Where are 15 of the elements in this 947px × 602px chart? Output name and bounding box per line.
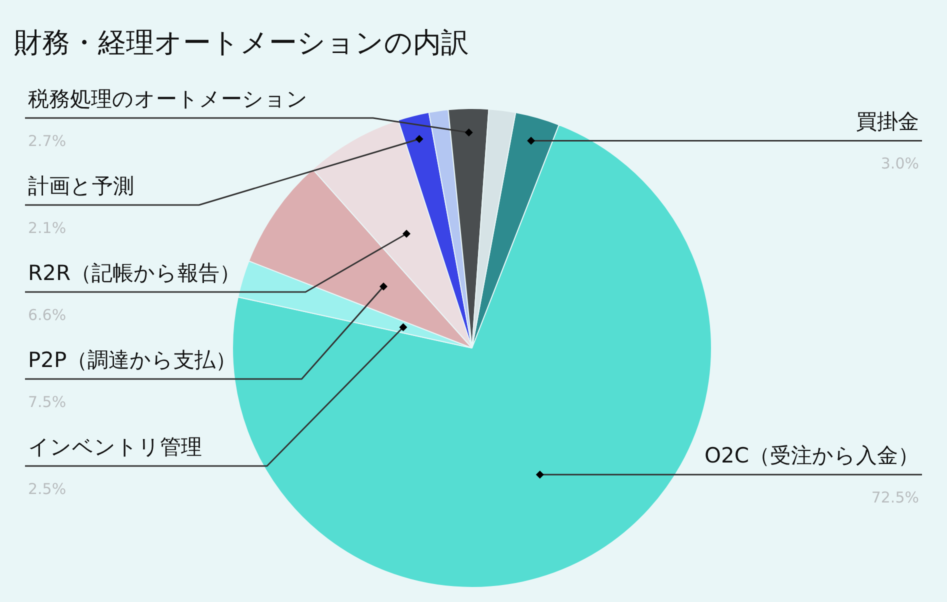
data-label: 7.5%	[28, 393, 66, 411]
slice-label: R2R（記帳から報告）	[28, 261, 241, 285]
data-label: 72.5%	[871, 488, 919, 507]
slice-label: 買掛金	[856, 110, 919, 134]
data-label: 3.0%	[880, 154, 919, 173]
slice-label: 計画と予測	[28, 174, 134, 198]
slice-label: インベントリ管理	[28, 435, 202, 459]
slice-label: O2C（受注から入金）	[704, 444, 919, 468]
slice-label: 税務処理のオートメーション	[28, 87, 308, 111]
data-label: 2.5%	[28, 480, 66, 498]
data-label: 2.1%	[28, 219, 66, 237]
slice-label: P2P（調達から支払）	[28, 348, 237, 372]
chart-title: 財務・経理オートメーションの内訳	[14, 26, 469, 59]
data-label: 2.7%	[28, 132, 66, 150]
data-label: 6.6%	[28, 306, 66, 324]
